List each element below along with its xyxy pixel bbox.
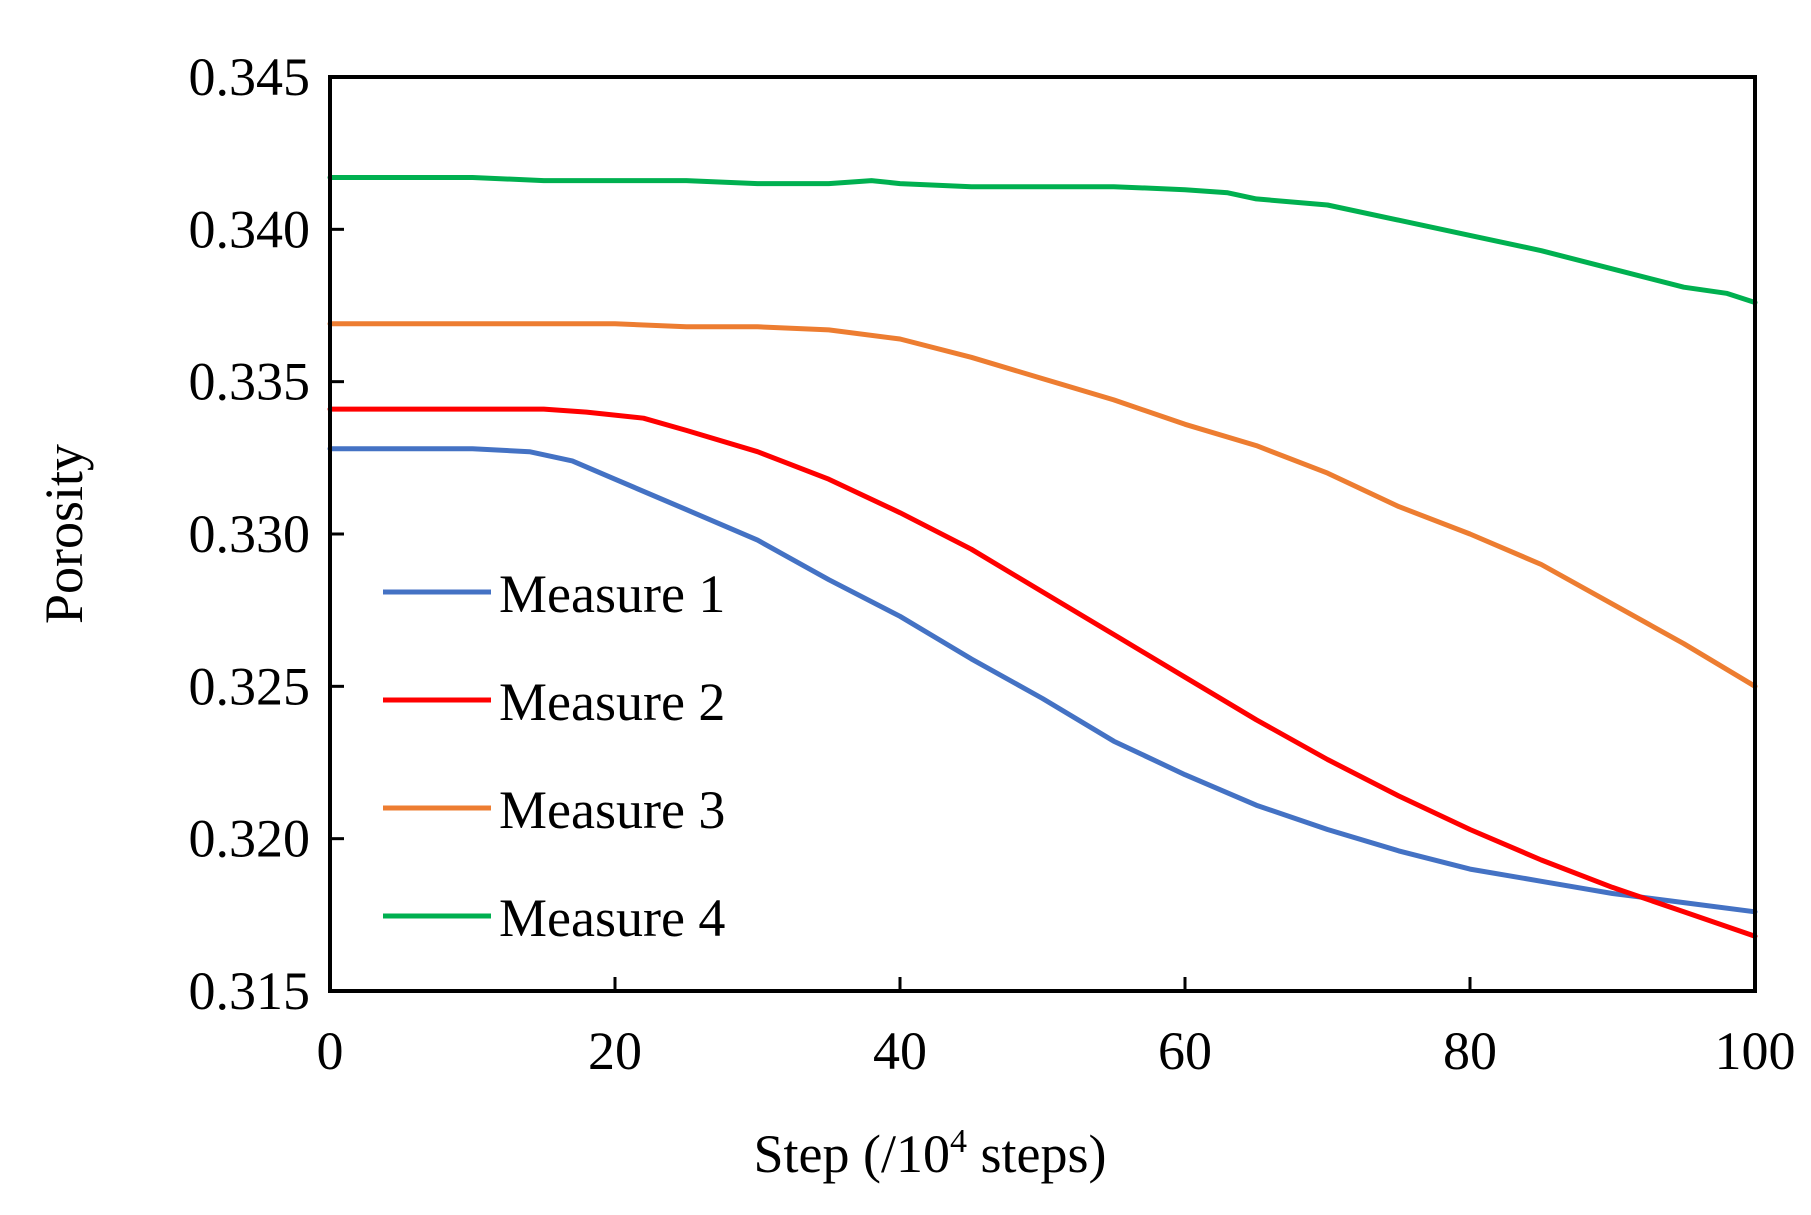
y-tick-label: 0.315: [189, 961, 311, 1021]
legend: Measure 1 Measure 2 Measure 3 Measure 4: [383, 564, 725, 948]
legend-label-measure-4: Measure 4: [499, 888, 725, 948]
x-tick-label: 100: [1715, 1021, 1796, 1081]
series-line-measure-2: [327, 406, 1758, 939]
x-tick-label: 60: [1158, 1021, 1212, 1081]
series-line-measure-4: [327, 175, 1758, 305]
legend-label-measure-2: Measure 2: [499, 672, 725, 732]
y-axis-ticks: 0.315 0.320 0.325 0.330 0.335 0.340 0.345: [189, 47, 344, 1021]
legend-item-measure-4: Measure 4: [383, 888, 725, 948]
legend-item-measure-3: Measure 3: [383, 780, 725, 840]
series-line-measure-1: [327, 446, 1758, 915]
legend-label-measure-3: Measure 3: [499, 780, 725, 840]
legend-item-measure-1: Measure 1: [383, 564, 725, 624]
x-tick-label: 40: [873, 1021, 927, 1081]
y-tick-label: 0.330: [189, 504, 311, 564]
plot-area-frame: [328, 75, 1757, 993]
y-tick-label: 0.320: [189, 809, 311, 869]
x-axis-title-superscript: 4: [950, 1123, 967, 1160]
x-tick-label: 0: [317, 1021, 344, 1081]
x-axis-ticks: 0 20 40 60 80 100: [317, 977, 1796, 1081]
x-axis-title-main: Step (/10: [754, 1124, 951, 1184]
legend-item-measure-2: Measure 2: [383, 672, 725, 732]
x-tick-label: 80: [1443, 1021, 1497, 1081]
y-tick-label: 0.325: [189, 656, 311, 716]
series-line-measure-3: [327, 321, 1758, 689]
x-axis-title-tail: steps): [967, 1124, 1106, 1184]
x-tick-label: 20: [588, 1021, 642, 1081]
y-tick-label: 0.345: [189, 47, 311, 107]
y-tick-label: 0.335: [189, 352, 311, 412]
y-axis-title: Porosity: [34, 444, 94, 624]
series-group: [327, 175, 1758, 939]
legend-label-measure-1: Measure 1: [499, 564, 725, 624]
x-axis-title: Step (/104 steps): [754, 1123, 1107, 1184]
y-tick-label: 0.340: [189, 199, 311, 259]
